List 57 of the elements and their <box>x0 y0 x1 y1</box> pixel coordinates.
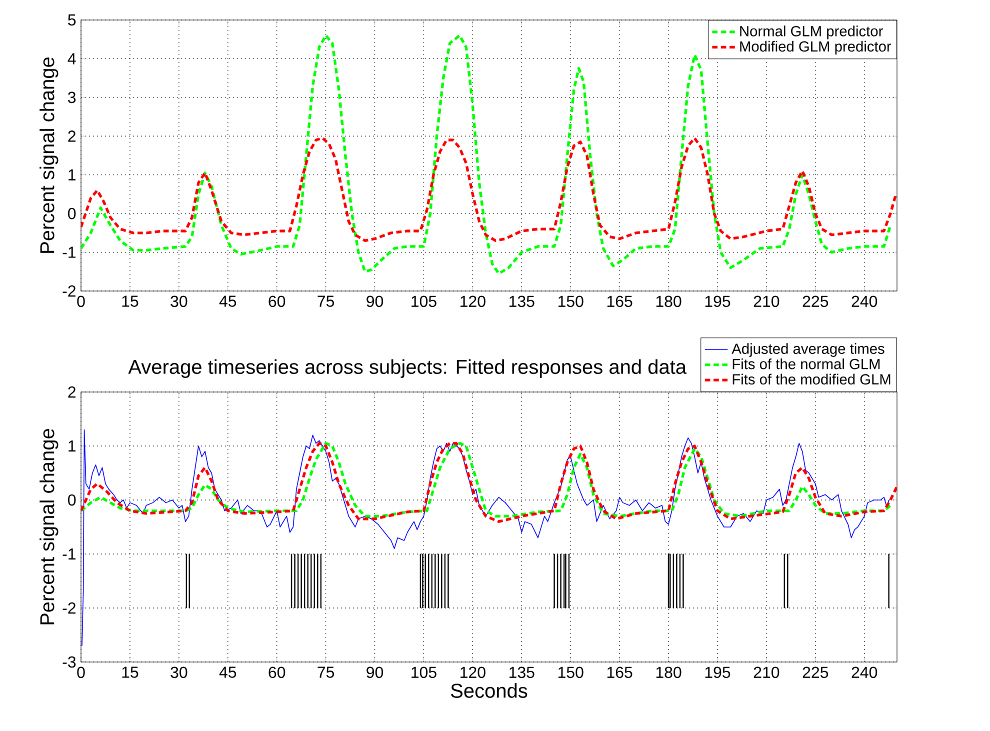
x-tick-label: 75 <box>318 296 334 307</box>
x-tick-label: 30 <box>170 296 188 308</box>
x-tick-label: 15 <box>122 666 138 678</box>
x-tick-label: 180 <box>656 666 682 678</box>
x-tick-label: 75 <box>318 666 334 678</box>
x-tick-label: 210 <box>754 666 780 678</box>
y-tick-label: -1 <box>62 246 76 258</box>
x-tick-label: 15 <box>122 296 138 307</box>
y-tick-label: -1 <box>62 548 76 560</box>
x-tick-label: 0 <box>77 296 85 308</box>
y-axis-title: Percent signal change <box>40 428 58 624</box>
x-tick-label: 90 <box>366 296 384 308</box>
y-tick-label: 2 <box>68 130 76 142</box>
legend-label: Adjusted average times <box>732 343 884 357</box>
y-tick-label: -2 <box>62 285 76 297</box>
x-tick-label: 195 <box>705 296 730 308</box>
x-tick-label: 0 <box>77 666 85 678</box>
x-tick-label: 165 <box>607 666 632 678</box>
x-tick-label: 150 <box>558 296 584 308</box>
x-tick-label: 150 <box>558 666 584 678</box>
y-tick-label: 2 <box>68 386 76 398</box>
y-tick-label: 3 <box>68 92 76 104</box>
x-tick-label: 60 <box>268 666 286 678</box>
x-tick-label: 45 <box>219 666 236 678</box>
chart-title: Average timeseries across subjects: Fitted responses and data <box>128 359 687 378</box>
y-tick-label: 0 <box>68 208 76 220</box>
x-tick-label: 120 <box>460 666 486 678</box>
x-tick-label: 45 <box>219 296 236 307</box>
x-tick-label: 240 <box>852 666 878 678</box>
x-tick-label: 60 <box>268 296 286 308</box>
legend-label: Modified GLM predictor <box>740 40 892 55</box>
x-tick-label: 30 <box>170 666 188 678</box>
y-axis-title: Percent signal change <box>40 57 58 253</box>
y-tick-label: 4 <box>68 53 76 64</box>
legend-label: Fits of the normal GLM <box>732 358 880 370</box>
x-tick-label: 210 <box>754 296 780 308</box>
x-tick-label: 225 <box>802 296 828 308</box>
legend-label: Fits of the modified GLM <box>732 374 890 385</box>
x-tick-label: 90 <box>366 666 384 678</box>
x-tick-label: 195 <box>705 666 730 678</box>
y-tick-label: -3 <box>62 656 76 668</box>
x-tick-label: 225 <box>802 666 828 678</box>
y-tick-label: 5 <box>68 14 76 26</box>
x-tick-label: 135 <box>510 666 534 678</box>
x-tick-label: 105 <box>412 296 436 308</box>
x-tick-label: 135 <box>510 296 534 308</box>
x-axis-title: Seconds <box>450 683 528 698</box>
x-tick-label: 105 <box>412 666 436 678</box>
y-tick-label: 0 <box>68 494 76 506</box>
x-tick-label: 165 <box>607 296 632 308</box>
legend-label: Normal GLM predictor <box>740 26 883 40</box>
x-tick-label: 240 <box>852 296 878 308</box>
y-tick-label: 1 <box>68 440 76 452</box>
y-tick-label: -2 <box>62 602 76 614</box>
y-tick-label: 1 <box>68 169 76 180</box>
x-tick-label: 180 <box>656 296 682 308</box>
x-tick-label: 120 <box>460 296 486 308</box>
